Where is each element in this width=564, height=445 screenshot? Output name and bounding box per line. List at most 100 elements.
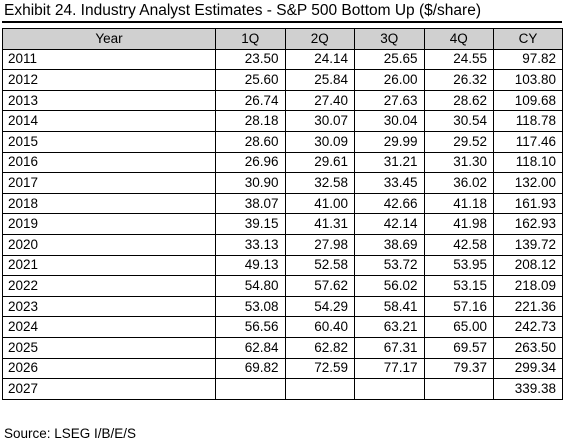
year-cell: 2017: [2, 172, 216, 194]
q3-cell: 33.45: [354, 172, 425, 194]
year-cell: 2025: [2, 336, 216, 359]
header-3q: 3Q: [354, 28, 425, 50]
q3-cell: 42.66: [354, 192, 425, 215]
year-cell: 2027: [2, 378, 216, 400]
q4-cell: 24.55: [423, 48, 494, 71]
table-body: 2011 23.50 24.14 25.65 24.55 97.82 2012 25.60 25…: [2, 48, 563, 400]
q4-cell: 69.57: [423, 336, 494, 359]
source-note: Source: LSEG I/B/E/S: [4, 426, 137, 441]
q2-cell: 27.40: [284, 89, 355, 112]
q3-cell: 25.65: [354, 48, 425, 71]
q1-cell: 49.13: [215, 254, 286, 277]
table-header: Year 1Q 2Q 3Q 4Q CY: [2, 28, 563, 50]
year-cell: 2011: [2, 48, 216, 71]
q3-cell: 29.99: [354, 130, 425, 153]
q3-cell: 31.21: [354, 151, 425, 174]
cy-cell: 161.93: [493, 192, 563, 215]
q1-cell: 53.08: [215, 295, 286, 318]
q2-cell: 30.09: [284, 130, 355, 153]
q2-cell: 27.98: [284, 233, 355, 256]
q4-cell: 65.00: [423, 316, 494, 338]
cy-cell: 162.93: [493, 213, 563, 235]
q1-cell: 26.96: [215, 151, 286, 174]
q4-cell: [423, 378, 494, 400]
q4-cell: 31.30: [423, 151, 494, 174]
table-row: 2021 49.13 52.58 53.72 53.95 208.12: [2, 254, 563, 277]
cy-cell: 103.80: [493, 69, 563, 91]
q3-cell: 27.63: [354, 89, 425, 112]
cy-cell: 109.68: [493, 89, 563, 112]
q2-cell: 60.40: [284, 316, 355, 338]
q3-cell: 38.69: [354, 233, 425, 256]
q4-cell: 26.32: [423, 69, 494, 91]
q3-cell: 63.21: [354, 316, 425, 338]
year-cell: 2018: [2, 192, 216, 215]
q1-cell: 28.60: [215, 130, 286, 153]
q3-cell: 56.02: [354, 275, 425, 297]
q3-cell: 30.04: [354, 110, 425, 132]
year-cell: 2015: [2, 130, 216, 153]
table-row: 2024 56.56 60.40 63.21 65.00 242.73: [2, 316, 563, 338]
q1-cell: 33.13: [215, 233, 286, 256]
cy-cell: 242.73: [493, 316, 563, 338]
table-row: 2012 25.60 25.84 26.00 26.32 103.80: [2, 69, 563, 91]
table-row: 2019 39.15 41.31 42.14 41.98 162.93: [2, 213, 563, 235]
q4-cell: 29.52: [423, 130, 494, 153]
q4-cell: 79.37: [423, 357, 494, 380]
table-row: 2013 26.74 27.40 27.63 28.62 109.68: [2, 89, 563, 112]
q3-cell: 67.31: [354, 336, 425, 359]
cy-cell: 97.82: [493, 48, 563, 71]
table-row: 2015 28.60 30.09 29.99 29.52 117.46: [2, 130, 563, 153]
q2-cell: [284, 378, 355, 400]
estimates-table: Year 1Q 2Q 3Q 4Q CY 2011 23.50 24.14 25.65 2…: [2, 28, 563, 400]
table-row: 2027 339.38: [2, 378, 563, 400]
cy-cell: 132.00: [493, 172, 563, 194]
header-1q: 1Q: [215, 28, 286, 50]
table-row: 2011 23.50 24.14 25.65 24.55 97.82: [2, 48, 563, 71]
q1-cell: 23.50: [215, 48, 286, 71]
q3-cell: 42.14: [354, 213, 425, 235]
table-row: 2017 30.90 32.58 33.45 36.02 132.00: [2, 172, 563, 194]
table-row: 2020 33.13 27.98 38.69 42.58 139.72: [2, 233, 563, 256]
q1-cell: 69.82: [215, 357, 286, 380]
q4-cell: 57.16: [423, 295, 494, 318]
q1-cell: 62.84: [215, 336, 286, 359]
cy-cell: 299.34: [493, 357, 563, 380]
q1-cell: [215, 378, 286, 400]
q1-cell: 56.56: [215, 316, 286, 338]
q2-cell: 32.58: [284, 172, 355, 194]
q3-cell: 77.17: [354, 357, 425, 380]
cy-cell: 118.10: [493, 151, 563, 174]
q4-cell: 41.18: [423, 192, 494, 215]
q2-cell: 41.00: [284, 192, 355, 215]
table-row: 2023 53.08 54.29 58.41 57.16 221.36: [2, 295, 563, 318]
header-4q: 4Q: [423, 28, 494, 50]
q1-cell: 28.18: [215, 110, 286, 132]
cy-cell: 208.12: [493, 254, 563, 277]
cy-cell: 221.36: [493, 295, 563, 318]
table-row: 2016 26.96 29.61 31.21 31.30 118.10: [2, 151, 563, 174]
q4-cell: 28.62: [423, 89, 494, 112]
year-cell: 2021: [2, 254, 216, 277]
cy-cell: 117.46: [493, 130, 563, 153]
q3-cell: [354, 378, 425, 400]
q4-cell: 41.98: [423, 213, 494, 235]
cy-cell: 263.50: [493, 336, 563, 359]
q4-cell: 36.02: [423, 172, 494, 194]
year-cell: 2023: [2, 295, 216, 318]
table-row: 2026 69.82 72.59 77.17 79.37 299.34: [2, 357, 563, 380]
year-cell: 2016: [2, 151, 216, 174]
q1-cell: 26.74: [215, 89, 286, 112]
q4-cell: 53.15: [423, 275, 494, 297]
q2-cell: 54.29: [284, 295, 355, 318]
q2-cell: 25.84: [284, 69, 355, 91]
q2-cell: 57.62: [284, 275, 355, 297]
year-cell: 2012: [2, 69, 216, 91]
q4-cell: 30.54: [423, 110, 494, 132]
q3-cell: 58.41: [354, 295, 425, 318]
header-year: Year: [2, 28, 216, 50]
year-cell: 2026: [2, 357, 216, 380]
cy-cell: 218.09: [493, 275, 563, 297]
cy-cell: 139.72: [493, 233, 563, 256]
year-cell: 2019: [2, 213, 216, 235]
